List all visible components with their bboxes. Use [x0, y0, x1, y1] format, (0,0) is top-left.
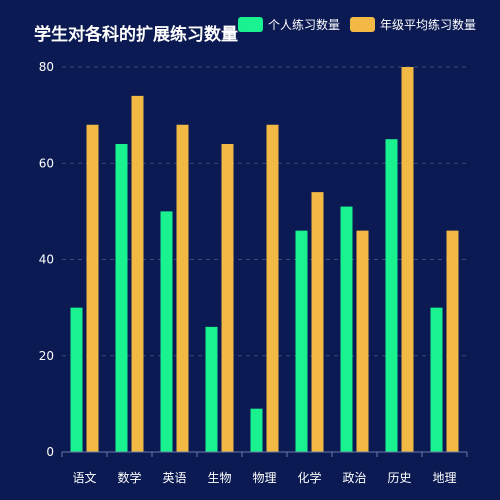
- legend-swatch-grade-average: [350, 17, 375, 32]
- y-tick-label: 20: [39, 349, 54, 363]
- x-tick-label: 生物: [207, 471, 231, 485]
- legend-label-grade-average: 年级平均练习数量: [380, 17, 476, 32]
- y-tick-label: 60: [39, 156, 54, 170]
- bar-personal[interactable]: [295, 230, 308, 452]
- bar-personal[interactable]: [70, 307, 83, 452]
- x-tick-label: 化学: [297, 470, 321, 485]
- y-tick-label: 80: [39, 60, 54, 74]
- bar-personal[interactable]: [160, 211, 173, 452]
- grid-lines: [62, 66, 467, 357]
- legend-item-personal[interactable]: 个人练习数量: [238, 17, 340, 32]
- x-tick-label: 物理: [252, 471, 276, 485]
- y-axis-ticks: 0 20 40 60 80: [39, 60, 54, 459]
- bar-personal[interactable]: [250, 408, 263, 452]
- x-tick-label: 英语: [162, 471, 186, 485]
- chart-title: 学生对各科的扩展练习数量: [34, 24, 238, 45]
- bar-grade-average[interactable]: [176, 124, 189, 452]
- bar-grade-average[interactable]: [266, 124, 279, 452]
- legend-label-personal: 个人练习数量: [268, 17, 340, 32]
- bar-grade-average[interactable]: [356, 230, 369, 452]
- bar-grade-average[interactable]: [311, 192, 324, 452]
- legend-item-grade-average[interactable]: 年级平均练习数量: [350, 17, 476, 32]
- bar-grade-average[interactable]: [401, 67, 414, 452]
- x-tick-label: 数学: [117, 470, 141, 485]
- bar-personal[interactable]: [385, 139, 398, 452]
- bar-grade-average[interactable]: [86, 124, 99, 452]
- legend-swatch-personal: [238, 17, 263, 32]
- x-tick-label: 语文: [72, 470, 96, 485]
- x-tick-label: 地理: [432, 471, 456, 485]
- x-tick-label: 政治: [342, 471, 366, 485]
- legend[interactable]: 个人练习数量 年级平均练习数量: [238, 17, 476, 32]
- x-tick-label: 历史: [387, 471, 411, 485]
- bar-grade-average[interactable]: [131, 95, 144, 452]
- bar-grade-average[interactable]: [446, 230, 459, 452]
- bar-personal[interactable]: [205, 326, 218, 452]
- y-tick-label: 0: [46, 445, 54, 459]
- bars: [70, 67, 459, 452]
- x-axis-ticks: 语文 数学 英语 生物 物理 化学 政治 历史 地理: [61, 452, 468, 485]
- y-tick-label: 40: [39, 253, 54, 267]
- bar-personal[interactable]: [115, 144, 128, 452]
- bar-personal[interactable]: [340, 206, 353, 452]
- bar-personal[interactable]: [430, 307, 443, 452]
- bar-grade-average[interactable]: [221, 144, 234, 452]
